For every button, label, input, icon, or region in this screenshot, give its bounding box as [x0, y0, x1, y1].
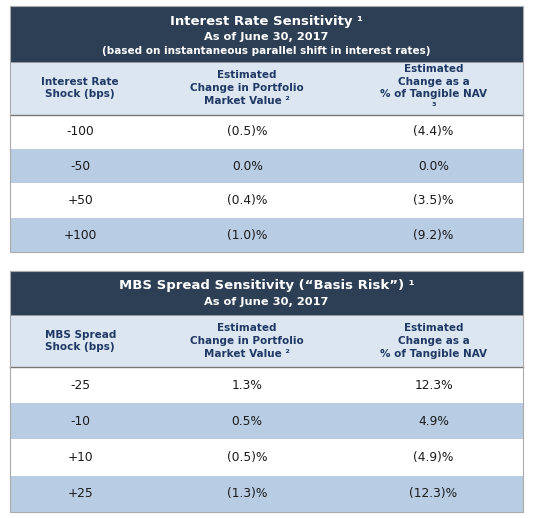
Bar	[10, 114, 523, 149]
Bar	[10, 476, 523, 512]
Text: Estimated
Change in Portfolio
Market Value ²: Estimated Change in Portfolio Market Val…	[190, 70, 304, 106]
Bar	[10, 367, 523, 403]
Text: MBS Spread
Shock (bps): MBS Spread Shock (bps)	[45, 329, 116, 352]
Text: 0.0%: 0.0%	[232, 160, 263, 172]
Bar	[10, 403, 523, 439]
Text: +10: +10	[68, 451, 93, 464]
Text: As of June 30, 2017: As of June 30, 2017	[204, 297, 329, 307]
Text: (12.3)%: (12.3)%	[409, 487, 457, 500]
Text: MBS Spread Sensitivity (“Basis Risk”) ¹: MBS Spread Sensitivity (“Basis Risk”) ¹	[119, 279, 414, 292]
Text: (0.5)%: (0.5)%	[227, 125, 268, 138]
Text: -25: -25	[70, 379, 90, 392]
Text: As of June 30, 2017: As of June 30, 2017	[204, 32, 329, 41]
Text: 12.3%: 12.3%	[414, 379, 453, 392]
Text: (9.2)%: (9.2)%	[413, 228, 454, 241]
Bar	[10, 439, 523, 476]
Text: 0.5%: 0.5%	[232, 415, 263, 428]
Text: (0.4)%: (0.4)%	[227, 194, 268, 207]
Text: 1.3%: 1.3%	[232, 379, 263, 392]
Bar	[10, 6, 523, 252]
Text: -10: -10	[70, 415, 90, 428]
Text: +100: +100	[63, 228, 97, 241]
Bar	[10, 270, 523, 512]
Bar	[10, 6, 523, 62]
Text: +25: +25	[67, 487, 93, 500]
Text: Interest Rate Sensitivity ¹: Interest Rate Sensitivity ¹	[170, 15, 363, 27]
Text: (3.5)%: (3.5)%	[413, 194, 454, 207]
Bar	[10, 270, 523, 315]
Bar	[10, 183, 523, 218]
Bar	[10, 62, 523, 114]
Text: (1.3)%: (1.3)%	[227, 487, 268, 500]
Bar	[10, 218, 523, 252]
Text: (0.5)%: (0.5)%	[227, 451, 268, 464]
Bar	[10, 315, 523, 367]
Text: (4.4)%: (4.4)%	[413, 125, 454, 138]
Text: 0.0%: 0.0%	[418, 160, 449, 172]
Text: Estimated
Change as a
% of Tangible NAV
³: Estimated Change as a % of Tangible NAV …	[380, 64, 487, 112]
Text: 4.9%: 4.9%	[418, 415, 449, 428]
Text: (1.0)%: (1.0)%	[227, 228, 268, 241]
Text: (4.9)%: (4.9)%	[413, 451, 454, 464]
Text: Estimated
Change as a
% of Tangible NAV: Estimated Change as a % of Tangible NAV	[380, 323, 487, 359]
Text: (based on instantaneous parallel shift in interest rates): (based on instantaneous parallel shift i…	[102, 46, 431, 56]
Text: -100: -100	[67, 125, 94, 138]
Text: Estimated
Change in Portfolio
Market Value ²: Estimated Change in Portfolio Market Val…	[190, 323, 304, 359]
Bar	[10, 149, 523, 183]
Text: -50: -50	[70, 160, 90, 172]
Text: +50: +50	[67, 194, 93, 207]
Text: Interest Rate
Shock (bps): Interest Rate Shock (bps)	[42, 77, 119, 99]
